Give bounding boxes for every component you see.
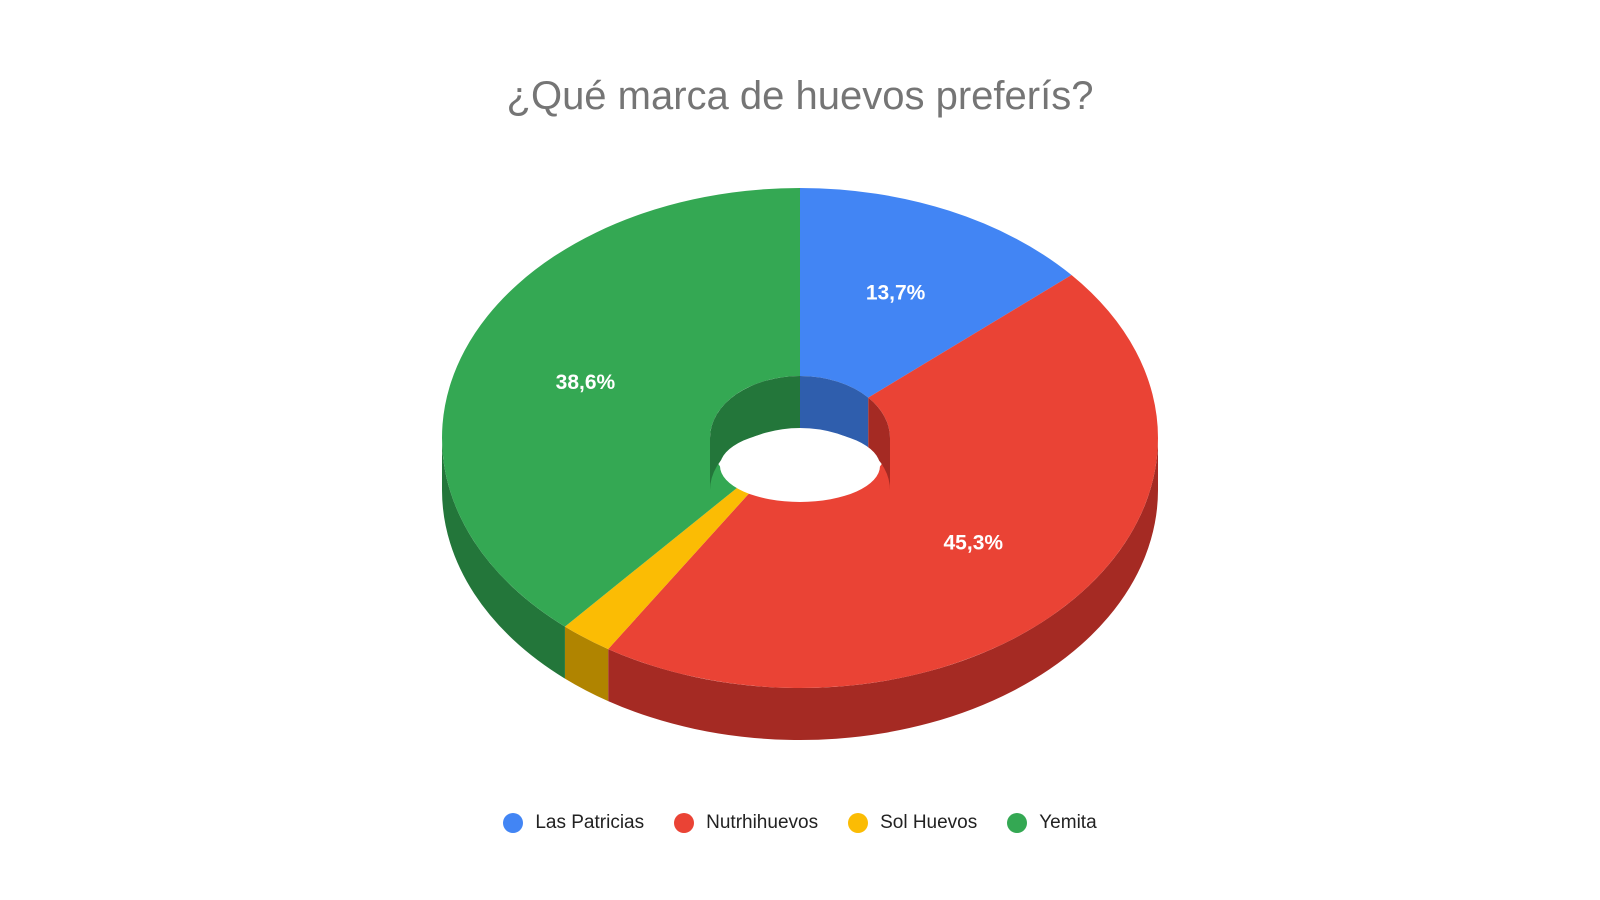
- donut-hole: [720, 430, 880, 502]
- legend-item-las-patricias: Las Patricias: [503, 812, 644, 834]
- data-label-nutrhihuevos: 45,3%: [944, 532, 1004, 555]
- pie-side-walls: [442, 438, 1158, 740]
- slice-las-patricias: [800, 188, 1072, 398]
- data-label-yemita: 38,6%: [556, 371, 616, 394]
- slice-sol-huevos: [564, 484, 752, 650]
- side-wall-yemita: [442, 438, 565, 679]
- legend-swatch: [848, 813, 869, 833]
- legend-label: Las Patricias: [535, 812, 645, 833]
- legend-item-nutrhihuevos: Nutrhihuevos: [674, 812, 818, 834]
- slice-yemita: [441, 188, 800, 627]
- legend-label: Sol Huevos: [880, 812, 978, 833]
- pie-inner-walls: [710, 376, 890, 502]
- legend-swatch: [503, 813, 524, 833]
- inner-wall-yemita: [710, 376, 800, 490]
- pie-data-labels: 13,7% 45,3% 38,6%: [556, 282, 1004, 555]
- inner-wall-las-patricias: [800, 376, 869, 450]
- chart-title: ¿Qué marca de huevos preferís?: [506, 74, 1094, 118]
- data-label-las-patricias: 13,7%: [866, 282, 926, 305]
- legend-item-yemita: Yemita: [1007, 812, 1097, 834]
- slice-nutrhihuevos: [608, 275, 1158, 688]
- legend-label: Nutrhihuevos: [706, 812, 819, 833]
- side-wall-nutrhihuevos: [608, 438, 1158, 740]
- legend-item-sol-huevos: Sol Huevos: [848, 812, 977, 834]
- legend: Las Patricias Nutrhihuevos Sol Huevos Yemit…: [0, 812, 1600, 834]
- inner-wall-nutrhihuevos: [868, 397, 890, 490]
- legend-swatch: [1007, 813, 1028, 833]
- legend-label: Yemita: [1039, 812, 1097, 833]
- side-wall-sol-huevos: [564, 626, 609, 702]
- legend-swatch: [674, 813, 695, 833]
- pie-top-slices: [441, 188, 1158, 688]
